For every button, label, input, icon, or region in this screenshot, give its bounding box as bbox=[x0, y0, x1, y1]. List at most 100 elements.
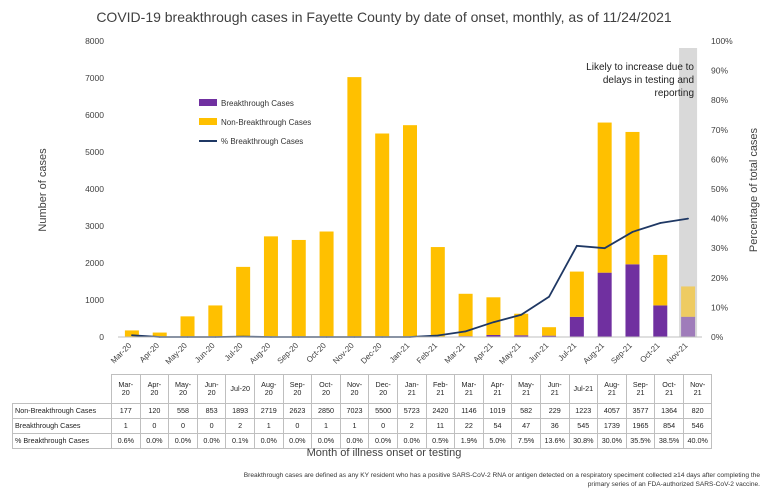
table-cell: 54 bbox=[482, 418, 513, 434]
table-cell: 1 bbox=[311, 418, 341, 434]
table-header-cell: Sep- 20 bbox=[282, 374, 313, 404]
table-cell: 545 bbox=[568, 418, 599, 434]
table-cell: 40.0% bbox=[682, 433, 713, 449]
table-header-cell: Jul-20 bbox=[225, 374, 255, 404]
pct-point bbox=[520, 314, 523, 316]
table-cell: 2 bbox=[396, 418, 427, 434]
legend-label: Breakthrough Cases bbox=[221, 99, 294, 108]
annotation-text: reporting bbox=[655, 88, 694, 99]
y2-tick-label: 100% bbox=[711, 36, 733, 46]
table-cell: 2850 bbox=[311, 403, 341, 419]
y2-tick-label: 20% bbox=[711, 273, 728, 283]
table-cell: 7023 bbox=[339, 403, 370, 419]
table-cell: 1223 bbox=[568, 403, 599, 419]
table-cell: 4057 bbox=[597, 403, 627, 419]
table-cell: 853 bbox=[196, 403, 227, 419]
table-cell: 558 bbox=[168, 403, 198, 419]
bar-non-breakthrough bbox=[208, 305, 223, 337]
y-tick-label: 2000 bbox=[85, 258, 104, 268]
pct-point bbox=[631, 231, 634, 233]
table-corner bbox=[12, 374, 112, 404]
table-row-label: % Breakthrough Cases bbox=[12, 433, 112, 449]
table-cell: 0 bbox=[282, 418, 313, 434]
table-cell: 0 bbox=[168, 418, 198, 434]
bar-non-breakthrough bbox=[681, 286, 696, 317]
bar-non-breakthrough bbox=[236, 266, 251, 337]
x-tick-label: Aug-21 bbox=[581, 341, 606, 366]
bar-non-breakthrough bbox=[124, 330, 139, 337]
x-tick-label: Sep-20 bbox=[276, 341, 301, 366]
bar-breakthrough bbox=[597, 272, 612, 337]
y-tick-label: 3000 bbox=[85, 221, 104, 231]
table-cell: 1146 bbox=[454, 403, 484, 419]
y-tick-label: 4000 bbox=[85, 184, 104, 194]
table-header-cell: Jul-21 bbox=[568, 374, 599, 404]
bar-breakthrough bbox=[653, 305, 668, 337]
table-cell: 1 bbox=[111, 418, 141, 434]
bar-non-breakthrough bbox=[430, 247, 445, 337]
pct-point bbox=[464, 330, 467, 333]
x-tick-label: Mar-21 bbox=[443, 341, 468, 366]
bar-breakthrough bbox=[681, 316, 696, 337]
pct-point bbox=[576, 245, 578, 247]
x-tick-label: Nov-20 bbox=[331, 341, 356, 366]
x-tick-label: Oct-20 bbox=[305, 341, 329, 365]
table-cell: 0 bbox=[368, 418, 398, 434]
table-header-cell: Nov- 20 bbox=[339, 374, 370, 404]
table-cell: 1 bbox=[253, 418, 284, 434]
legend-swatch bbox=[199, 99, 217, 106]
annotation-text: Likely to increase due to bbox=[586, 62, 694, 73]
pct-point bbox=[131, 334, 133, 337]
table-cell: 11 bbox=[425, 418, 456, 434]
table-row-label: Breakthrough Cases bbox=[12, 418, 112, 434]
x-tick-label: Oct-21 bbox=[638, 341, 662, 365]
x-tick-label: Apr-21 bbox=[471, 341, 495, 365]
table-header-cell: May- 21 bbox=[511, 374, 541, 404]
table-cell: 582 bbox=[511, 403, 541, 419]
table-header-cell: May- 20 bbox=[168, 374, 198, 404]
table-header-cell: Nov- 21 bbox=[682, 374, 713, 404]
y-tick-label: 6000 bbox=[85, 110, 104, 120]
y-tick-label: 5000 bbox=[85, 147, 104, 157]
shaded-period bbox=[679, 48, 698, 337]
x-tick-label: Jun-21 bbox=[527, 341, 551, 365]
table-header-cell: Sep- 21 bbox=[625, 374, 656, 404]
table-header-cell: Aug- 20 bbox=[253, 374, 284, 404]
bar-non-breakthrough bbox=[319, 231, 334, 337]
table-row: % Breakthrough Cases 0.6% 0.0% 0.0% 0.0% 0.1%… bbox=[12, 433, 713, 449]
legend-swatch bbox=[199, 118, 217, 125]
table-cell: 2 bbox=[225, 418, 255, 434]
table-cell: 229 bbox=[539, 403, 570, 419]
table-header-cell: Mar- 20 bbox=[111, 374, 141, 404]
table-cell: 0 bbox=[196, 418, 227, 434]
pct-point bbox=[548, 295, 550, 298]
table-header-cell: Oct- 21 bbox=[654, 374, 684, 404]
bar-non-breakthrough bbox=[291, 239, 306, 337]
table-header-cell: Oct- 20 bbox=[311, 374, 341, 404]
table-cell: 0 bbox=[139, 418, 170, 434]
y2-tick-label: 60% bbox=[711, 154, 728, 164]
table-row-label: Non-Breakthrough Cases bbox=[12, 403, 112, 419]
table-cell: 820 bbox=[682, 403, 713, 419]
x-tick-label: Apr-20 bbox=[138, 341, 162, 365]
table-row: Non-Breakthrough Cases 177 120 558 853 1893 27… bbox=[12, 403, 713, 419]
table-header-cell: Mar- 21 bbox=[454, 374, 484, 404]
legend-label: Non-Breakthrough Cases bbox=[221, 118, 311, 127]
bar-breakthrough bbox=[486, 335, 501, 337]
chart-area: 0 1000 2000 3000 4000 5000 6000 7000 8000 0% 10% 20… bbox=[37, 36, 760, 366]
y2-tick-label: 70% bbox=[711, 125, 728, 135]
bar-non-breakthrough bbox=[375, 133, 390, 337]
pct-point bbox=[437, 334, 439, 337]
y2-tick-label: 40% bbox=[711, 214, 728, 224]
bar-breakthrough bbox=[625, 264, 640, 337]
bar-non-breakthrough bbox=[403, 125, 417, 337]
y2-tick-label: 50% bbox=[711, 184, 728, 194]
table-header-cell: Dec- 20 bbox=[368, 374, 398, 404]
bar-non-breakthrough bbox=[152, 332, 167, 337]
pct-point bbox=[603, 247, 606, 249]
table-cell: 1965 bbox=[625, 418, 656, 434]
table-cell: 0.0% bbox=[253, 433, 284, 449]
y-axis-title: Number of cases bbox=[37, 148, 49, 232]
bar-non-breakthrough bbox=[569, 271, 584, 317]
legend-label: % Breakthrough Cases bbox=[221, 137, 303, 146]
